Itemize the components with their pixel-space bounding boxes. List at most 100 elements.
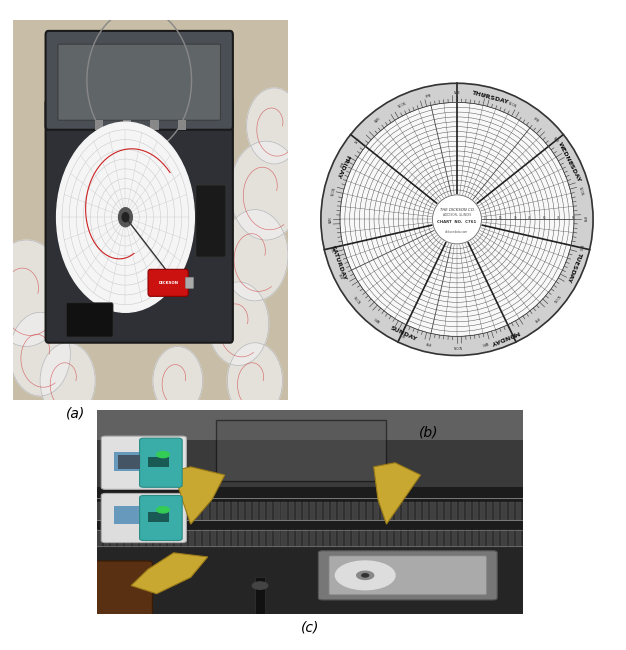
FancyBboxPatch shape xyxy=(185,278,193,289)
Bar xyxy=(218,502,223,520)
Bar xyxy=(381,530,386,547)
Bar xyxy=(423,502,428,520)
Bar xyxy=(253,502,258,520)
Text: CHART  NO.  C761: CHART NO. C761 xyxy=(438,220,476,224)
Bar xyxy=(359,502,364,520)
Text: NOON: NOON xyxy=(331,187,337,196)
Bar xyxy=(125,502,130,520)
Text: 6PM: 6PM xyxy=(340,161,346,168)
Bar xyxy=(317,502,322,520)
Text: NITE: NITE xyxy=(508,330,516,337)
Bar xyxy=(154,530,159,547)
Text: 6AM: 6AM xyxy=(374,315,382,322)
Bar xyxy=(267,530,272,547)
Bar xyxy=(118,454,140,469)
Bar xyxy=(203,502,208,520)
Bar xyxy=(97,410,523,440)
Bar xyxy=(331,530,336,547)
Bar xyxy=(395,502,400,520)
Circle shape xyxy=(10,312,70,396)
Circle shape xyxy=(336,561,395,590)
Bar xyxy=(253,530,258,547)
Text: 15: 15 xyxy=(499,216,502,220)
Bar xyxy=(133,530,138,547)
Bar xyxy=(104,530,109,547)
Bar xyxy=(210,502,215,520)
Circle shape xyxy=(362,574,369,577)
Text: NITE: NITE xyxy=(331,244,336,252)
Bar xyxy=(338,502,343,520)
Text: DICKSON: DICKSON xyxy=(158,281,178,285)
Bar xyxy=(189,502,194,520)
Bar xyxy=(501,530,506,547)
Bar xyxy=(133,502,138,520)
Bar xyxy=(508,502,513,520)
Bar xyxy=(295,530,300,547)
Text: SATURDAY: SATURDAY xyxy=(329,244,347,281)
Bar xyxy=(508,530,513,547)
Circle shape xyxy=(252,582,268,590)
Bar xyxy=(338,530,343,547)
Bar xyxy=(516,530,521,547)
Bar xyxy=(289,502,294,520)
Text: TUESDAY: TUESDAY xyxy=(566,251,583,283)
FancyBboxPatch shape xyxy=(216,420,386,481)
Bar xyxy=(97,410,523,488)
Bar xyxy=(480,502,485,520)
Bar xyxy=(487,530,492,547)
Bar xyxy=(114,506,144,524)
Bar xyxy=(189,530,194,547)
FancyBboxPatch shape xyxy=(101,436,187,489)
Circle shape xyxy=(357,571,374,579)
Bar xyxy=(495,502,500,520)
Bar xyxy=(239,502,244,520)
Text: NITE: NITE xyxy=(454,91,460,95)
Bar xyxy=(274,530,279,547)
Bar xyxy=(97,530,102,547)
Bar xyxy=(178,120,186,130)
Text: (c): (c) xyxy=(300,621,319,635)
Bar xyxy=(346,530,351,547)
Bar xyxy=(324,530,329,547)
Bar xyxy=(232,530,237,547)
Bar xyxy=(154,502,159,520)
Bar xyxy=(246,502,251,520)
Text: THE DICKSON CO.: THE DICKSON CO. xyxy=(439,208,475,212)
Bar xyxy=(352,502,357,520)
Text: 60: 60 xyxy=(543,216,546,220)
Bar xyxy=(282,530,287,547)
Bar xyxy=(317,530,322,547)
Text: 6AM: 6AM xyxy=(481,340,489,345)
Bar xyxy=(480,530,485,547)
Bar xyxy=(97,546,523,547)
Bar xyxy=(402,502,407,520)
Bar xyxy=(197,502,202,520)
Bar xyxy=(225,530,230,547)
Bar xyxy=(388,502,393,520)
Bar xyxy=(452,502,457,520)
Bar xyxy=(161,530,166,547)
FancyBboxPatch shape xyxy=(148,269,188,296)
Bar xyxy=(303,530,308,547)
Bar xyxy=(239,530,244,547)
Bar xyxy=(118,502,123,520)
Bar xyxy=(123,120,131,130)
Bar xyxy=(359,530,364,547)
Bar xyxy=(495,530,500,547)
Circle shape xyxy=(0,240,65,346)
Text: 45: 45 xyxy=(528,216,531,220)
Text: NITE: NITE xyxy=(354,136,362,144)
Bar xyxy=(148,512,170,522)
Bar xyxy=(97,520,523,521)
Circle shape xyxy=(227,343,282,419)
Circle shape xyxy=(153,346,203,415)
Bar xyxy=(289,530,294,547)
FancyBboxPatch shape xyxy=(319,551,497,600)
Polygon shape xyxy=(131,552,208,594)
Bar xyxy=(444,502,449,520)
Bar xyxy=(416,502,421,520)
Bar xyxy=(310,530,315,547)
Text: (a): (a) xyxy=(66,406,85,421)
FancyBboxPatch shape xyxy=(329,556,486,595)
Bar xyxy=(146,530,151,547)
